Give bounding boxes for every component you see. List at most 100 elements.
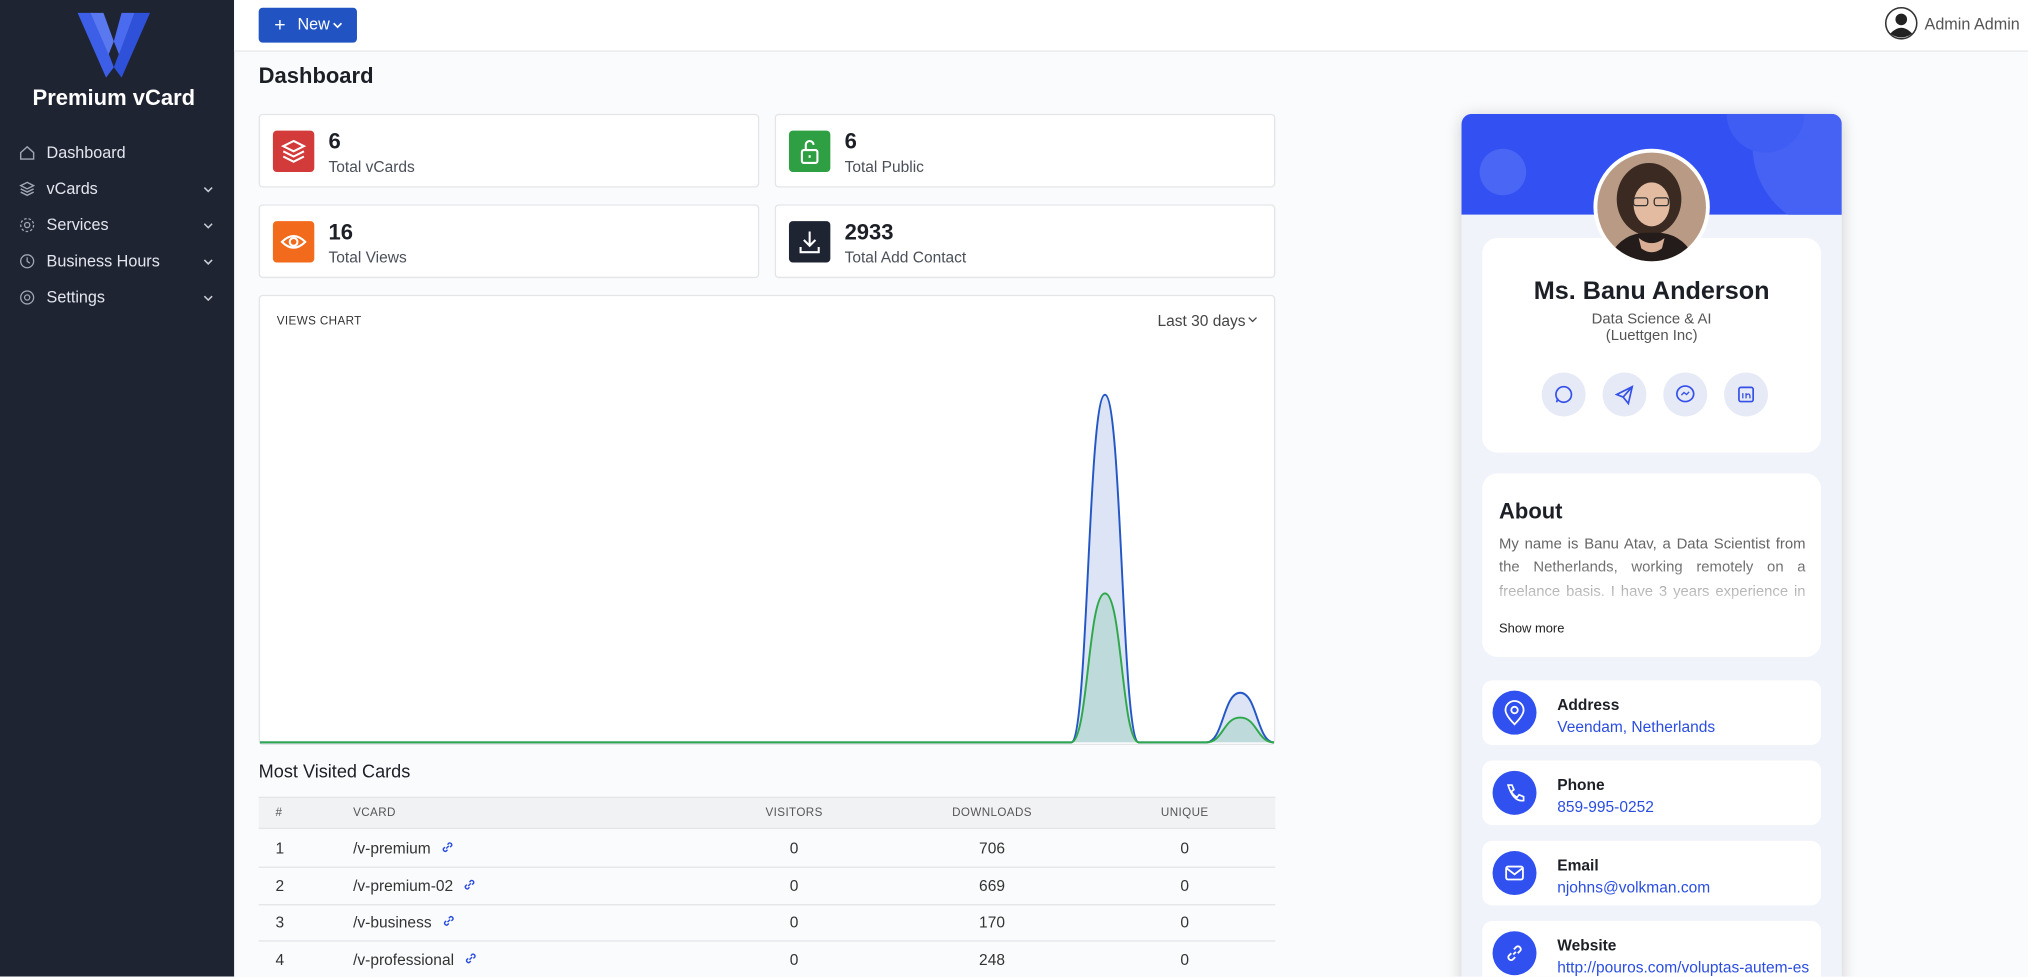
chevron bbox=[333, 22, 343, 29]
brand: Premium vCard bbox=[32, 85, 196, 110]
stat-label: Total Views bbox=[328, 248, 407, 267]
table-cell: 0 bbox=[1180, 949, 1190, 969]
row-divider bbox=[258, 903, 1276, 905]
link-icon[interactable] bbox=[463, 878, 476, 891]
column-header: UNIQUE bbox=[1160, 805, 1209, 819]
views-chart bbox=[259, 393, 1275, 744]
link-icon[interactable] bbox=[441, 841, 454, 854]
chevron bbox=[203, 186, 213, 193]
chart-title: VIEWS CHART bbox=[276, 314, 362, 328]
logo bbox=[77, 12, 151, 78]
new-button[interactable]: + New bbox=[258, 7, 357, 43]
page-title: Dashboard bbox=[258, 63, 374, 88]
stat-value: 2933 bbox=[844, 219, 894, 245]
menu-item[interactable]: vCards bbox=[0, 172, 234, 206]
table-cell: 2 bbox=[275, 876, 285, 895]
contact-value[interactable]: 859-995-0252 bbox=[1557, 798, 1654, 817]
table-cell: 3 bbox=[275, 913, 285, 932]
table-cell: 706 bbox=[979, 839, 1005, 858]
plus-icon: + bbox=[274, 14, 286, 37]
contact-icon bbox=[1492, 931, 1537, 976]
table-cell: 1 bbox=[275, 839, 285, 858]
contact-box: Phone 859-995-0252 bbox=[1482, 760, 1822, 826]
stat-icon bbox=[272, 221, 315, 263]
contact-value[interactable]: njohns@volkman.com bbox=[1557, 878, 1711, 897]
contact-value[interactable]: Veendam, Netherlands bbox=[1557, 717, 1716, 736]
contact-box: Email njohns@volkman.com bbox=[1482, 840, 1822, 906]
contact-label: Phone bbox=[1557, 776, 1605, 795]
contact-label: Website bbox=[1557, 936, 1617, 955]
stat-label: Total Add Contact bbox=[844, 248, 967, 267]
menu-label: Business Hours bbox=[46, 252, 160, 271]
table-cell[interactable]: /v-premium-02 bbox=[353, 876, 454, 895]
contact-value[interactable]: http://pouros.com/voluptas-autem-es bbox=[1557, 958, 1810, 977]
menu-item[interactable]: Business Hours bbox=[0, 244, 234, 278]
menu-icon bbox=[20, 217, 35, 233]
menu-label: Settings bbox=[46, 288, 105, 307]
telegram-button[interactable] bbox=[1602, 372, 1647, 417]
table-cell: 669 bbox=[979, 876, 1005, 895]
range-select[interactable]: Last 30 days bbox=[1157, 311, 1246, 330]
stat-value: 6 bbox=[844, 129, 857, 154]
stat-card: 16 Total Views bbox=[258, 204, 760, 279]
about-text: My name is Banu Atav, a Data Scientist f… bbox=[1499, 536, 1806, 608]
column-header: DOWNLOADS bbox=[952, 805, 1032, 819]
linkedin-button[interactable] bbox=[1724, 372, 1769, 417]
menu-icon bbox=[19, 181, 35, 197]
table-cell[interactable]: /v-professional bbox=[353, 949, 455, 969]
views-chart-card: VIEWS CHART Last 30 days bbox=[258, 294, 1276, 745]
menu-item[interactable]: Settings bbox=[0, 281, 234, 315]
avatar bbox=[1884, 6, 1918, 40]
sidebar: Premium vCard Dashboard vCards Services Bus… bbox=[0, 0, 235, 977]
chevron bbox=[203, 295, 213, 302]
column-header: VISITORS bbox=[765, 805, 823, 819]
table-header bbox=[258, 796, 1276, 830]
contact-label: Email bbox=[1557, 856, 1599, 875]
stat-card: 2933 Total Add Contact bbox=[774, 204, 1276, 279]
table-cell[interactable]: /v-premium bbox=[353, 839, 431, 858]
show-more[interactable]: Show more bbox=[1499, 622, 1565, 637]
stat-value: 16 bbox=[328, 219, 353, 245]
profile-box: Ms. Banu Anderson Data Science & AI (Lue… bbox=[1482, 237, 1822, 453]
menu-item[interactable]: Dashboard bbox=[0, 136, 234, 170]
user-name: Admin Admin bbox=[1924, 15, 2020, 34]
contact-label: Address bbox=[1557, 695, 1620, 714]
row-divider bbox=[258, 940, 1276, 942]
about-title: About bbox=[1499, 499, 1563, 524]
menu-label: Dashboard bbox=[46, 143, 126, 162]
messenger-button[interactable] bbox=[1663, 372, 1708, 417]
table-cell: 0 bbox=[1180, 839, 1190, 858]
stat-label: Total vCards bbox=[328, 157, 415, 176]
table-cell[interactable]: /v-business bbox=[353, 913, 432, 932]
profile-photo bbox=[1593, 148, 1710, 266]
user-menu[interactable]: Admin Admin bbox=[1884, 6, 2026, 42]
top-bar: + New Admin Admin bbox=[234, 0, 2028, 52]
table-cell: 0 bbox=[789, 839, 799, 858]
contact-box: Address Veendam, Netherlands bbox=[1482, 680, 1822, 745]
vcard-company: (Luettgen Inc) bbox=[1605, 328, 1698, 345]
table-cell: 0 bbox=[789, 876, 799, 895]
link-icon[interactable] bbox=[464, 951, 477, 964]
vcard-preview: Ms. Banu Anderson Data Science & AI (Lue… bbox=[1461, 113, 1842, 977]
stat-label: Total Public bbox=[844, 157, 924, 176]
column-header: VCARD bbox=[353, 805, 396, 819]
contact-box: Website http://pouros.com/voluptas-autem-… bbox=[1482, 920, 1822, 977]
table-cell: 0 bbox=[1180, 913, 1190, 932]
vcard-name: Ms. Banu Anderson bbox=[1533, 276, 1770, 306]
series-line bbox=[259, 592, 1275, 744]
column-header: # bbox=[275, 805, 283, 819]
link-icon[interactable] bbox=[442, 914, 455, 927]
menu-icon bbox=[20, 290, 35, 305]
menu-label: Services bbox=[46, 215, 109, 235]
table-cell: 0 bbox=[789, 949, 799, 969]
contact-icon bbox=[1492, 690, 1537, 735]
stat-icon bbox=[272, 130, 315, 173]
menu-item[interactable]: Services bbox=[0, 208, 234, 242]
stat-value: 6 bbox=[328, 129, 341, 154]
contact-icon bbox=[1492, 770, 1537, 815]
chevron bbox=[203, 259, 213, 265]
whatsapp-button[interactable] bbox=[1541, 372, 1586, 417]
menu-icon bbox=[20, 254, 35, 269]
